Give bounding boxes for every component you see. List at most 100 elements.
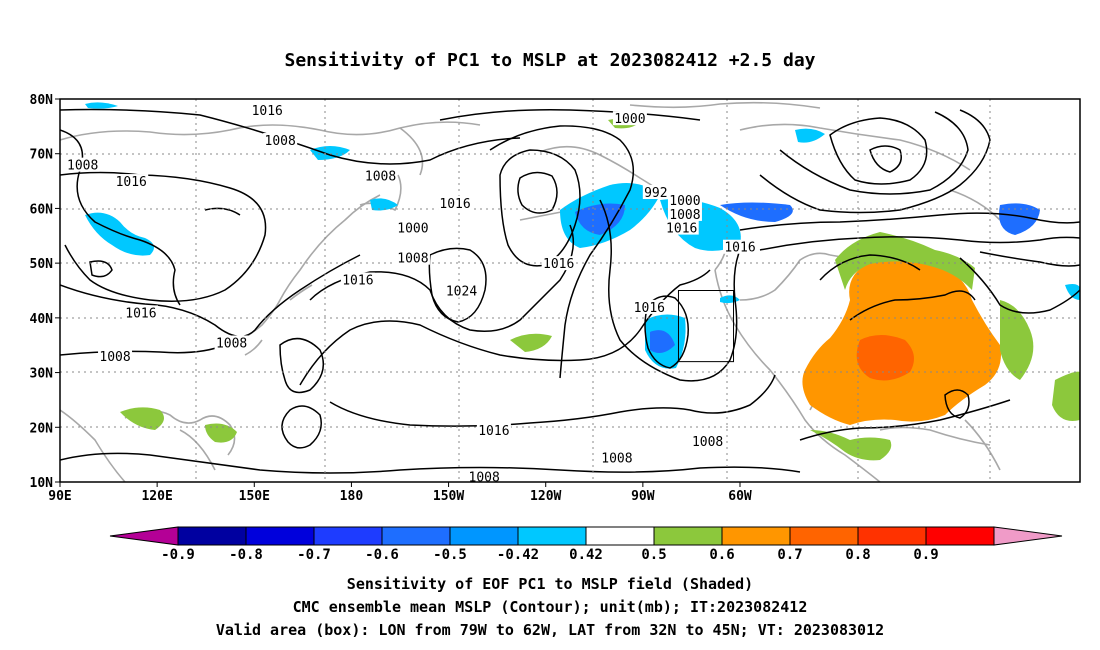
lon-tick-label: 120W (530, 489, 561, 504)
plot-area: 1016100010081008100810169921000100810161… (60, 99, 1080, 486)
colorbar-segment (177, 526, 247, 546)
colorbar-segment (585, 526, 655, 546)
contour-label-bg (98, 349, 133, 364)
contour-label-bg (250, 102, 285, 117)
contour-label-bg (114, 174, 149, 189)
contour-label-bg (599, 450, 634, 465)
colorbar-segment (653, 526, 723, 546)
contour-label: 1016 (439, 197, 470, 212)
caption-line-1: Sensitivity of EOF PC1 to MSLP field (Sh… (346, 575, 754, 593)
contour-label-bg (642, 185, 669, 200)
contour-label-bg (723, 239, 757, 254)
colorbar-label: -0.7 (297, 547, 331, 563)
contour-label-bg (690, 433, 725, 448)
colorbar-segment (245, 526, 315, 546)
contour-label: 1016 (125, 306, 156, 321)
colorbar-high-end (993, 526, 1063, 546)
contour-label: 1000 (614, 112, 645, 127)
contour-label-bg (263, 133, 298, 148)
colorbar-segment (517, 526, 587, 546)
contour-label: 1016 (666, 222, 697, 237)
contour-label: 1008 (601, 451, 632, 466)
contour-label-bg (664, 220, 699, 235)
contour-label: 1008 (265, 134, 296, 149)
contour-label: 1016 (252, 104, 283, 119)
colorbar: -0.9 -0.8 -0.7 -0.6 -0.5 -0.42 0.42 0.5 0.6 0.7 0.… (109, 526, 1063, 563)
colorbar-segment (857, 526, 927, 546)
contour-label-bg (612, 111, 647, 126)
contour-label-bg (476, 423, 511, 438)
colorbar-label: 0.42 (569, 547, 603, 563)
lat-tick-label: 50N (30, 257, 54, 272)
contour-label: 1008 (216, 336, 247, 351)
contour-label-bg (467, 469, 502, 482)
colorbar-segment (313, 526, 383, 546)
contour-label: 1008 (669, 208, 700, 223)
contour-label: 1016 (342, 274, 373, 289)
sensitivity-shading (85, 102, 1080, 461)
contour-label-bg (667, 206, 702, 221)
lat-tick-label: 70N (30, 148, 54, 163)
graticule (60, 99, 1080, 482)
colorbar-low-end (109, 526, 179, 546)
contour-label-bg (395, 220, 430, 235)
colorbar-label: -0.5 (433, 547, 467, 563)
colorbar-segment (449, 526, 519, 546)
lat-tick-label: 20N (30, 421, 54, 436)
colorbar-label: 0.7 (777, 547, 802, 563)
contour-label-bg (444, 283, 479, 298)
contour-label-bg (340, 272, 375, 287)
contour-label: 1000 (397, 222, 428, 237)
contour-label-bg (363, 168, 398, 183)
plot-frame (59, 98, 1081, 483)
contour-label: 1008 (99, 350, 130, 365)
colorbar-label: 0.5 (641, 547, 666, 563)
contour-label: 1008 (365, 170, 396, 185)
contour-label-bg (632, 299, 667, 314)
contour-label-bg (123, 305, 158, 320)
contour-label: 1024 (446, 285, 477, 300)
contour-label: 1000 (669, 194, 700, 209)
lon-tick-label: 120E (141, 489, 172, 504)
colorbar-label: -0.42 (497, 547, 539, 563)
lon-tick-label: 150W (433, 489, 464, 504)
lon-tick-label: 90E (48, 489, 71, 504)
colorbar-label: 0.9 (913, 547, 938, 563)
lat-tick-label: 10N (30, 476, 54, 491)
colorbar-segment (721, 526, 791, 546)
caption-line-2: CMC ensemble mean MSLP (Contour); unit(m… (292, 598, 808, 616)
contour-label-bg (667, 193, 702, 208)
lon-tick-label: 60W (728, 489, 752, 504)
contour-label-bg (395, 250, 430, 265)
lon-tick-label: 180 (340, 489, 364, 504)
valid-area-box (677, 290, 735, 363)
map-title: Sensitivity of PC1 to MSLP at 2023082412… (284, 50, 816, 71)
contour-label: 1008 (692, 435, 723, 450)
contour-label: 992 (644, 186, 667, 201)
contour-labels: 1016100010081008100810169921000100810161… (65, 102, 757, 486)
colorbar-label: 0.6 (709, 547, 734, 563)
contour-label: 1016 (116, 175, 147, 190)
contour-label: 1016 (478, 424, 509, 439)
contour-label-bg (65, 157, 100, 172)
contour-label: 1008 (469, 471, 500, 486)
colorbar-label: 0.8 (845, 547, 870, 563)
contour-label-bg (438, 195, 473, 210)
lon-tick-label: 150E (239, 489, 270, 504)
contour-label: 1016 (724, 241, 755, 256)
lat-tick-label: 40N (30, 312, 54, 327)
contour-label-bg (541, 256, 576, 271)
axis-labels: 90E 120E 150E 180 150W 120W 90W 60W 80N 70N 60N 50N… (30, 93, 752, 504)
contour-label: 1016 (634, 301, 665, 316)
lat-tick-label: 30N (30, 367, 54, 382)
contour-label: 1008 (397, 252, 428, 267)
contour-label-bg (214, 335, 249, 350)
lon-tick-label: 90W (631, 489, 655, 504)
contour-label: 1008 (67, 159, 98, 174)
contour-label: 1016 (543, 257, 574, 272)
lat-tick-label: 60N (30, 202, 54, 217)
colorbar-segment (925, 526, 995, 546)
caption-line-3: Valid area (box): LON from 79W to 62W, L… (215, 621, 885, 639)
colorbar-label: -0.8 (229, 547, 263, 563)
